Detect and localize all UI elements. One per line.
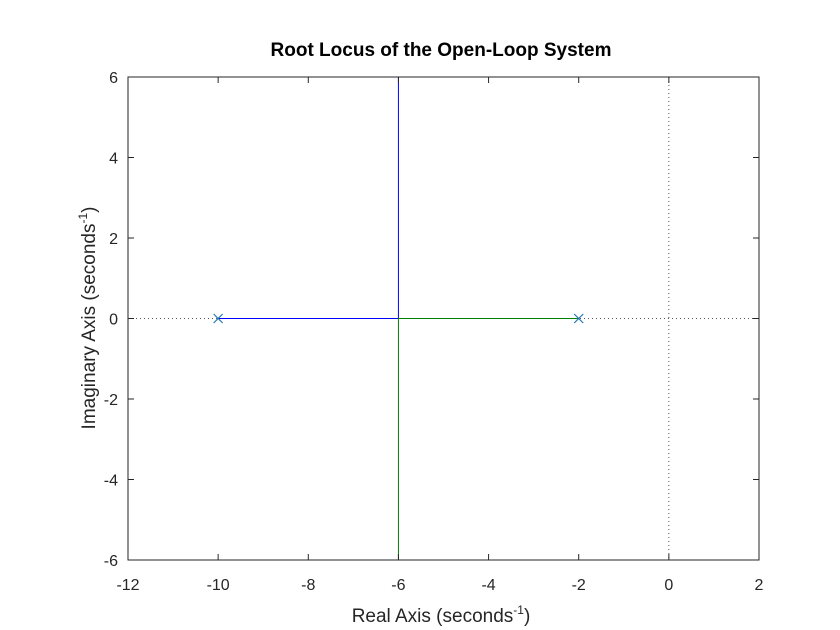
x-tick-label: -12	[116, 577, 139, 594]
x-tick-label: 2	[755, 577, 764, 594]
x-tick-label: -10	[207, 577, 230, 594]
x-tick-label: 0	[664, 577, 673, 594]
reference-lines	[128, 77, 759, 560]
x-axis-label-close: )	[524, 606, 530, 627]
plot-area	[127, 76, 760, 561]
y-tick-label: 6	[109, 70, 118, 87]
chart-title: Root Locus of the Open-Loop System	[271, 40, 612, 61]
x-tick-label: -6	[391, 577, 405, 594]
pole-markers	[213, 313, 584, 324]
x-axis-label-exponent: -1	[513, 603, 524, 617]
y-axis-label-main: Imaginary Axis (seconds	[79, 224, 100, 430]
x-tick-label: -8	[301, 577, 315, 594]
y-axis-label-close: )	[79, 207, 100, 213]
x-tick-label: -2	[572, 577, 586, 594]
y-axis-ticks: -6 -4 -2 0 2 4 6	[104, 70, 759, 570]
x-axis-label: Real Axis (seconds-1)	[352, 603, 531, 627]
y-tick-label: 0	[109, 312, 118, 329]
pole-marker	[213, 313, 224, 324]
y-tick-label: -2	[104, 392, 118, 409]
y-tick-label: -6	[104, 553, 118, 570]
y-axis-label-exponent: -1	[76, 213, 90, 224]
x-axis-label-main: Real Axis (seconds	[352, 606, 514, 627]
series-group	[218, 77, 579, 560]
y-tick-label: 2	[109, 231, 118, 248]
pole-marker	[573, 313, 584, 324]
pole-marker-stroke	[213, 313, 224, 324]
pole-marker-stroke	[573, 313, 584, 324]
x-axis-ticks: -12 -10 -8 -6 -4 -2 0 2	[116, 77, 764, 594]
y-axis-label: Imaginary Axis (seconds-1)	[76, 207, 100, 430]
x-tick-label: -4	[481, 577, 495, 594]
locus-branch-2	[397, 318, 579, 560]
y-tick-label: -4	[104, 473, 118, 490]
y-tick-label: 4	[109, 151, 118, 168]
